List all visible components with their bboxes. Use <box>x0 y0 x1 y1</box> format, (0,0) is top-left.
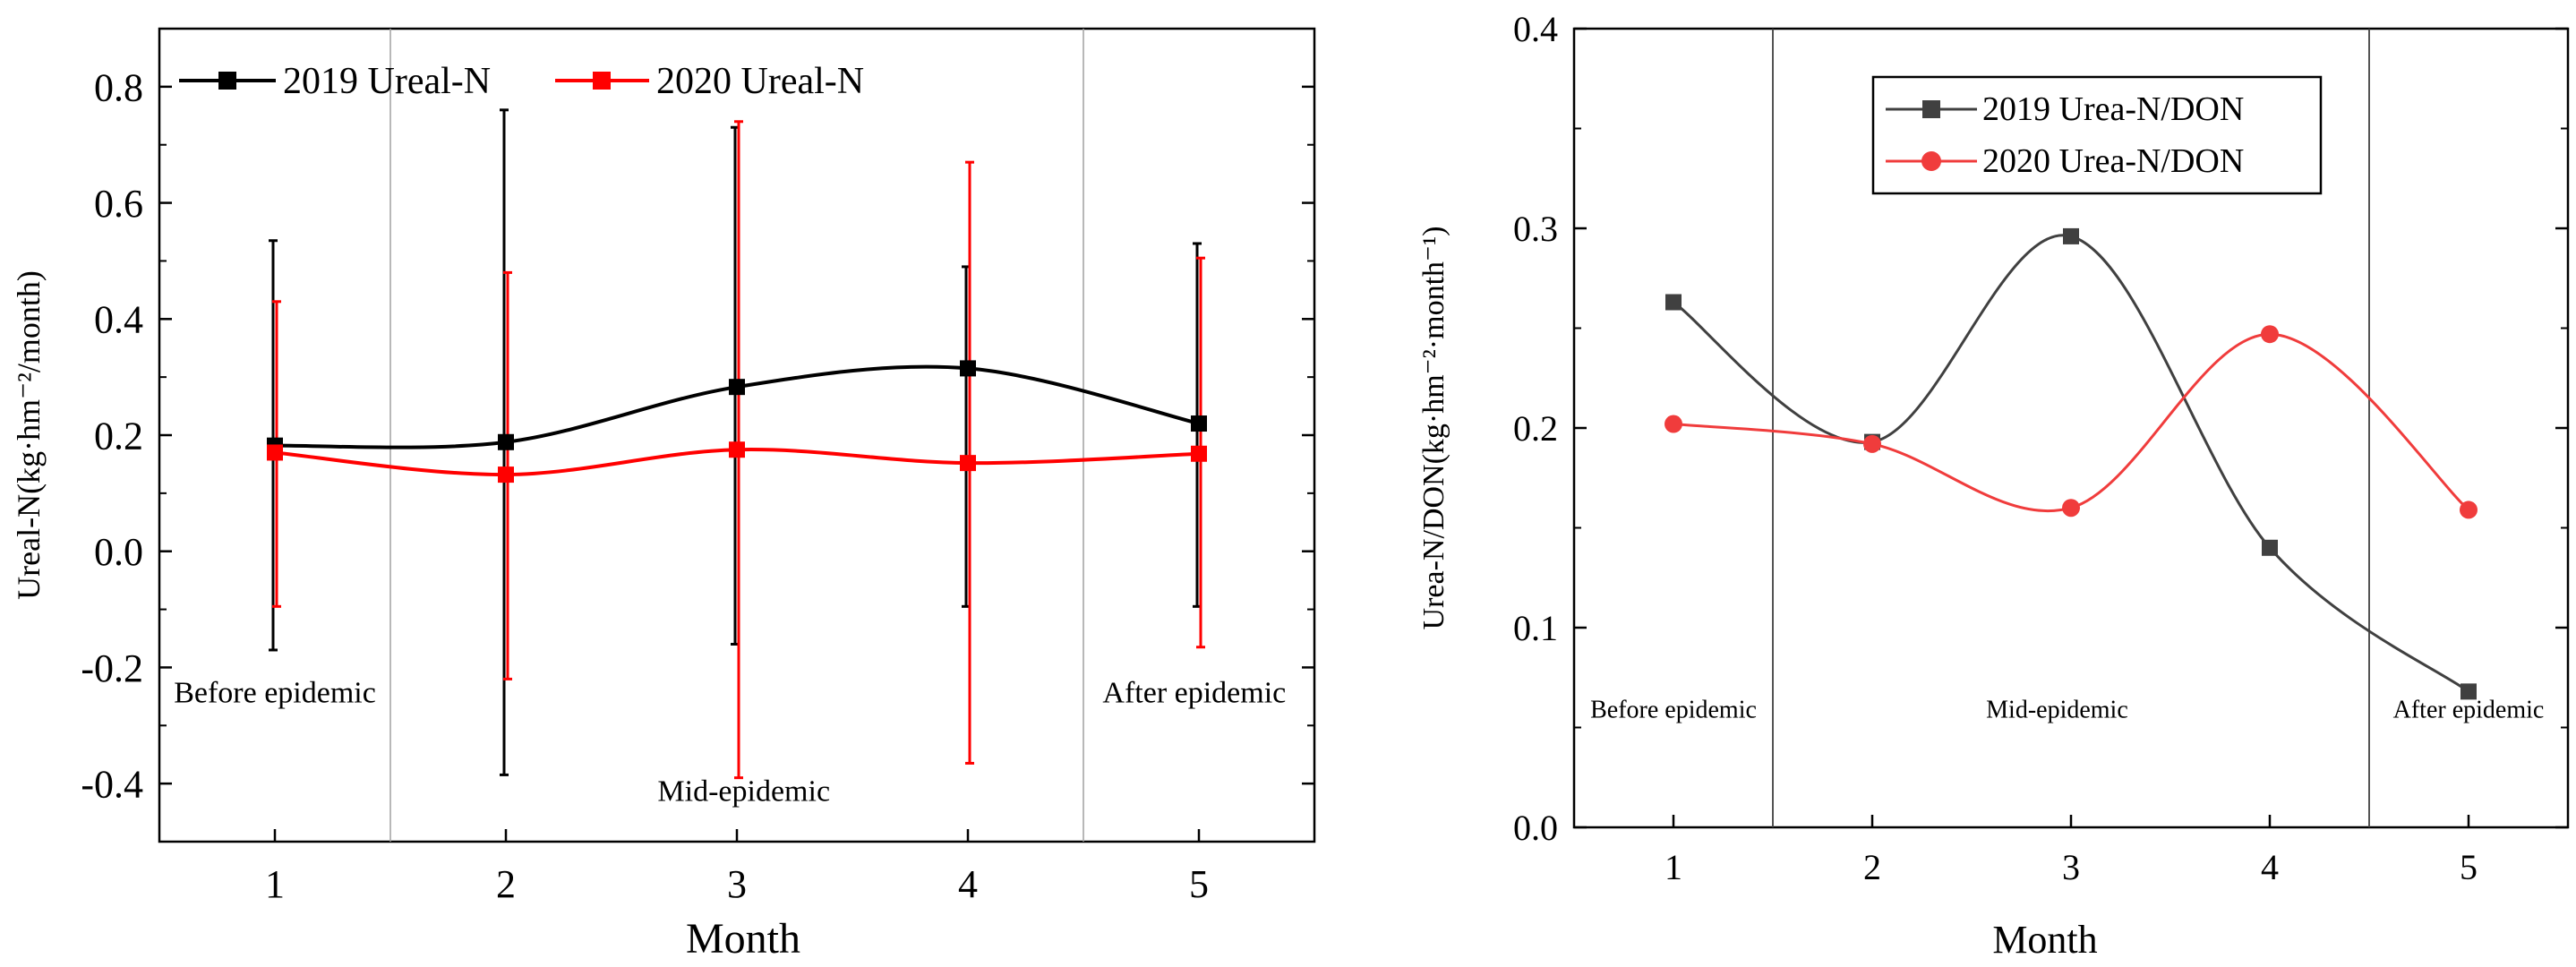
annotation-after-epidemic-left: After epidemic <box>1102 676 1286 709</box>
y-tick-label-left: -0.4 <box>81 763 143 807</box>
chart-urea-n-don: 0.0 0.1 0.2 0.3 0.4 1 2 3 4 5 Before epidemic Mi… <box>1417 9 2570 962</box>
data-point-left-s1 <box>960 455 976 472</box>
plot-frame-left <box>158 27 1316 843</box>
legend-marker-2019-right <box>1922 100 1940 118</box>
x-tick-label-right: 3 <box>2062 847 2080 887</box>
data-point-right-s0 <box>2460 683 2477 700</box>
data-point-right-s1 <box>2261 325 2279 344</box>
data-point-left-s1 <box>729 441 745 458</box>
y-axis-label-right: Urea-N/DON(kg·hm⁻²·month⁻¹) <box>1417 227 1451 630</box>
legend-right: 2019 Urea-N/DON 2020 Urea-N/DON <box>1871 75 2323 195</box>
legend-marker-2020-left <box>593 72 611 90</box>
y-axis-label-left: Ureal-N(kg·hm⁻²/month) <box>11 270 47 600</box>
annotation-before-epidemic-right: Before epidemic <box>1590 696 1757 723</box>
data-point-right-s0 <box>1665 294 1682 311</box>
annotation-before-epidemic-left: Before epidemic <box>174 676 376 709</box>
y-tick-label-right: 0.3 <box>1513 209 1558 249</box>
data-point-left-s0 <box>498 433 514 450</box>
series-line-right-s0 <box>1673 234 2469 693</box>
annotation-mid-epidemic-left: Mid-epidemic <box>657 775 830 809</box>
x-tick-label-left: 3 <box>727 862 747 906</box>
data-point-left-s1 <box>1191 445 1207 462</box>
legend-label-2020-right: 2020 Urea-N/DON <box>1982 142 2244 180</box>
legend-left: 2019 Ureal-N 2020 Ureal-N <box>179 61 864 102</box>
y-tick-label-left: 0.8 <box>94 65 143 109</box>
y-tick-label-left: -0.2 <box>81 646 143 690</box>
legend-label-2019-right: 2019 Urea-N/DON <box>1982 90 2244 128</box>
series-line-left-s0 <box>274 364 1200 449</box>
legend-box-right <box>1871 75 2323 195</box>
y-tick-label-right: 0.1 <box>1513 608 1558 648</box>
x-tick-label-right: 5 <box>2460 847 2478 887</box>
y-tick-label-right: 0.2 <box>1513 408 1558 449</box>
x-tick-label-right: 1 <box>1665 847 1682 887</box>
y-tick-label-left: 0.2 <box>94 414 143 458</box>
data-point-right-s0 <box>2262 539 2278 556</box>
data-point-right-s0 <box>2063 227 2079 244</box>
legend-marker-2020-right <box>1921 151 1941 171</box>
x-tick-label-left: 2 <box>496 862 516 906</box>
y-tick-label-left: 0.4 <box>94 298 143 342</box>
data-point-left-s1 <box>267 444 283 461</box>
legend-marker-2019-left <box>218 72 236 90</box>
legend-label-2019-left: 2019 Ureal-N <box>283 61 491 102</box>
annotation-after-epidemic-right: After epidemic <box>2393 696 2545 723</box>
data-point-right-s1 <box>1863 434 1881 453</box>
data-point-right-s1 <box>1665 415 1682 433</box>
data-point-right-s1 <box>2062 499 2080 518</box>
x-axis-label-left: Month <box>686 915 800 963</box>
x-tick-label-right: 2 <box>1863 847 1881 887</box>
x-tick-label-left: 5 <box>1189 862 1209 906</box>
x-axis-label-right: Month <box>1992 918 2097 962</box>
data-point-left-s0 <box>1191 415 1207 432</box>
legend-label-2020-left: 2020 Ureal-N <box>656 61 864 102</box>
annotation-mid-epidemic-right: Mid-epidemic <box>1986 696 2128 723</box>
y-tick-label-right: 0.4 <box>1513 9 1558 49</box>
chart-ureal-n: -0.4 -0.2 0.0 0.2 0.4 0.6 0.8 1 2 3 4 5 Before epi… <box>11 27 1316 963</box>
y-tick-label-left: 0.0 <box>94 530 143 574</box>
x-tick-label-right: 4 <box>2261 847 2279 887</box>
y-tick-label-right: 0.0 <box>1513 808 1558 848</box>
x-tick-label-left: 4 <box>958 862 978 906</box>
data-point-left-s1 <box>498 466 514 484</box>
y-tick-label-left: 0.6 <box>94 182 143 226</box>
data-point-right-s1 <box>2460 501 2478 519</box>
series-line-right-s1 <box>1673 332 2469 513</box>
data-point-left-s0 <box>960 360 976 377</box>
data-point-left-s0 <box>729 379 745 396</box>
x-tick-label-left: 1 <box>265 862 285 906</box>
